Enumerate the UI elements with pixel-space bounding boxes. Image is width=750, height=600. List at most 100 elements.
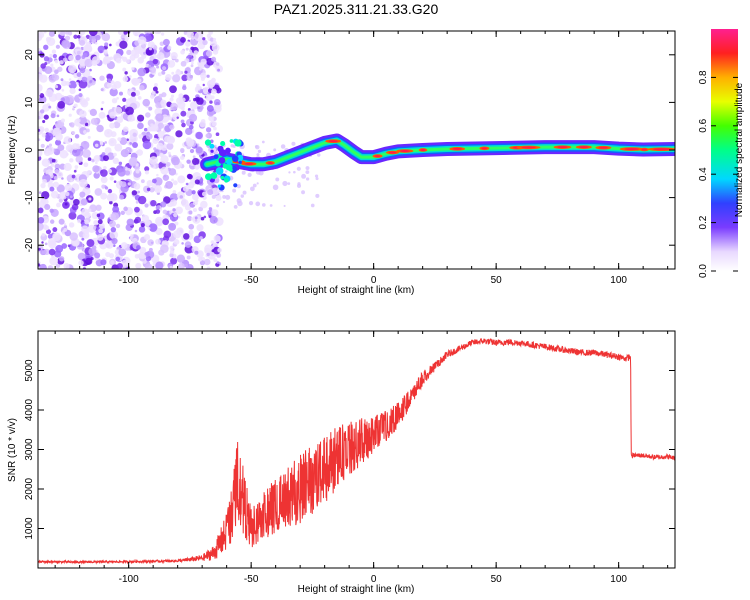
noise-blob	[71, 130, 76, 135]
noise-blob	[117, 168, 126, 177]
noise-blob	[280, 144, 286, 149]
noise-blob	[71, 143, 79, 150]
noise-blob	[155, 238, 161, 245]
noise-blob	[88, 197, 92, 201]
noise-blob	[143, 127, 148, 132]
figure-title: PAZ1.2025.311.21.33.G20	[274, 1, 439, 17]
ridge-blob	[210, 149, 214, 153]
noise-blob	[149, 66, 157, 74]
noise-blob	[56, 202, 61, 208]
noise-blob	[68, 222, 75, 228]
noise-blob	[100, 176, 108, 184]
noise-blob	[137, 57, 144, 64]
noise-blob	[84, 122, 89, 127]
noise-blob	[196, 86, 201, 91]
noise-blob	[161, 103, 166, 109]
noise-blob	[73, 198, 80, 206]
noise-blob	[103, 55, 111, 64]
noise-blob	[197, 106, 201, 110]
noise-blob	[68, 78, 72, 81]
noise-blob	[211, 77, 216, 83]
noise-blob	[76, 145, 81, 150]
noise-blob	[38, 73, 44, 81]
ridge-blob	[209, 143, 215, 149]
noise-blob	[78, 92, 83, 98]
noise-blob	[154, 82, 158, 87]
noise-blob	[52, 127, 62, 137]
noise-blob	[296, 166, 301, 171]
noise-blob	[76, 118, 81, 123]
noise-blob	[207, 251, 217, 260]
noise-blob	[185, 47, 189, 51]
noise-blob	[113, 121, 121, 129]
noise-blob	[147, 239, 154, 246]
noise-blob	[85, 41, 92, 48]
noise-blob	[134, 165, 140, 171]
noise-blob	[166, 135, 176, 145]
noise-blob	[169, 253, 174, 258]
noise-blob	[73, 103, 78, 108]
noise-blob	[210, 245, 215, 250]
ridge-blob	[224, 178, 229, 183]
noise-blob	[261, 140, 265, 144]
noise-blob	[189, 113, 198, 122]
noise-blob	[95, 143, 99, 148]
noise-blob	[109, 176, 114, 181]
noise-blob	[222, 194, 227, 199]
noise-blob	[41, 241, 44, 244]
noise-blob	[96, 234, 104, 241]
noise-blob	[191, 35, 195, 40]
ridge-blob	[218, 149, 227, 157]
ridge-blob	[213, 154, 219, 160]
noise-blob	[79, 67, 86, 74]
noise-blob	[232, 144, 236, 148]
noise-blob	[78, 116, 87, 125]
noise-blob	[199, 236, 203, 240]
noise-blob	[82, 149, 91, 158]
noise-blob	[172, 180, 178, 186]
noise-blob	[148, 47, 152, 51]
snr-ytick-label: 4000	[24, 398, 35, 421]
noise-blob	[199, 260, 206, 266]
noise-blob	[287, 182, 291, 185]
noise-blob	[77, 252, 86, 261]
noise-blob	[101, 152, 106, 156]
ridge-core-peak	[388, 151, 397, 154]
noise-blob	[49, 256, 59, 266]
noise-blob	[58, 218, 65, 225]
noise-blob	[232, 188, 237, 193]
snr-xtick-label: -100	[119, 574, 139, 585]
noise-blob	[112, 244, 116, 247]
noise-blob	[203, 215, 207, 219]
noise-blob	[144, 203, 149, 208]
noise-blob	[78, 260, 84, 266]
noise-blob	[161, 70, 166, 75]
noise-blob	[202, 37, 206, 41]
ridge-blob	[218, 157, 226, 164]
noise-blob	[192, 155, 196, 159]
noise-blob	[103, 166, 107, 170]
noise-blob	[41, 233, 46, 237]
noise-blob	[104, 128, 113, 138]
noise-blob	[59, 256, 65, 262]
noise-blob	[250, 186, 255, 192]
noise-blob	[213, 235, 221, 243]
noise-blob	[314, 174, 319, 178]
noise-blob	[47, 61, 51, 64]
ridge-core-peak	[420, 148, 426, 151]
noise-blob	[69, 122, 75, 128]
noise-blob	[176, 116, 179, 119]
noise-blob	[146, 133, 153, 140]
snr-xlabel: Height of straight line (km)	[298, 584, 415, 595]
noise-blob	[64, 35, 71, 41]
noise-blob	[180, 147, 185, 153]
noise-blob	[135, 200, 139, 204]
noise-blob	[181, 242, 184, 245]
noise-blob	[69, 232, 79, 241]
snr-series-line	[38, 337, 675, 565]
noise-blob	[180, 155, 185, 160]
noise-blob	[47, 265, 54, 269]
noise-blob	[171, 178, 175, 182]
noise-blob	[61, 39, 70, 48]
noise-blob	[150, 164, 154, 168]
